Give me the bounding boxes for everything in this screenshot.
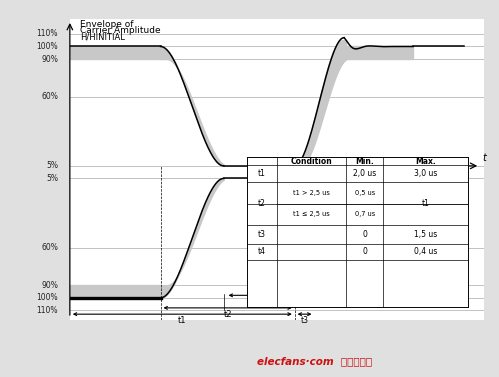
Text: t1: t1	[258, 169, 266, 178]
Text: Condition: Condition	[290, 157, 332, 166]
Text: 3,0 us: 3,0 us	[414, 169, 438, 178]
Text: H/HINITIAL: H/HINITIAL	[80, 33, 125, 42]
Text: t: t	[482, 153, 486, 163]
Text: 100%: 100%	[36, 42, 58, 51]
Text: 5%: 5%	[46, 174, 58, 183]
Text: t4: t4	[258, 247, 266, 256]
Text: Max.: Max.	[416, 157, 436, 166]
Text: 110%: 110%	[36, 306, 58, 315]
Text: t3: t3	[300, 316, 308, 325]
Text: t1: t1	[178, 316, 187, 325]
Text: Min.: Min.	[355, 157, 374, 166]
Text: 0: 0	[362, 247, 367, 256]
Text: 0: 0	[362, 230, 367, 239]
Text: t2: t2	[224, 310, 232, 319]
Text: 60%: 60%	[41, 92, 58, 101]
Text: t4: t4	[255, 284, 263, 293]
Text: t1 > 2,5 us: t1 > 2,5 us	[293, 190, 330, 196]
Text: 2,0 us: 2,0 us	[353, 169, 376, 178]
Text: 110%: 110%	[36, 29, 58, 38]
Text: t1 ≤ 2,5 us: t1 ≤ 2,5 us	[293, 211, 330, 217]
Text: 0,7 us: 0,7 us	[355, 211, 375, 217]
Text: 90%: 90%	[41, 281, 58, 290]
Text: t2: t2	[258, 199, 266, 208]
Text: 60%: 60%	[41, 243, 58, 252]
Text: t3: t3	[258, 230, 266, 239]
Text: Envelope of: Envelope of	[80, 20, 133, 29]
Text: 1,5 us: 1,5 us	[414, 230, 438, 239]
Text: 90%: 90%	[41, 55, 58, 64]
Text: 0,4 us: 0,4 us	[414, 247, 438, 256]
Text: Carrier Amplitude: Carrier Amplitude	[80, 26, 160, 35]
Text: 100%: 100%	[36, 293, 58, 302]
Text: 5%: 5%	[46, 161, 58, 170]
Text: t1: t1	[422, 199, 430, 208]
Bar	[248, 157, 468, 307]
Text: elecfans·com  电子发烧友: elecfans·com 电子发烧友	[257, 356, 372, 366]
Text: 0,5 us: 0,5 us	[355, 190, 375, 196]
